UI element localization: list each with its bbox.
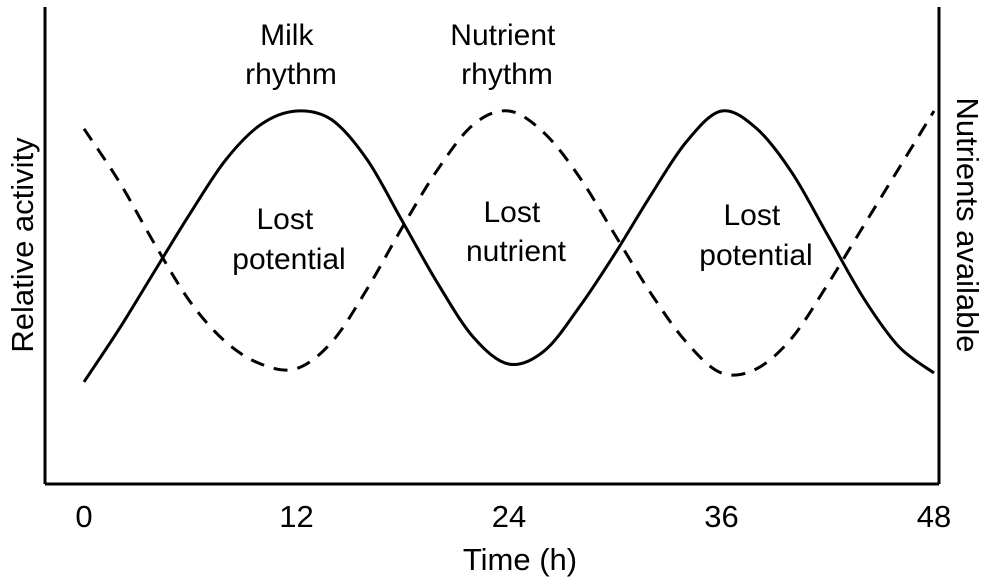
x-tick-labels: 0 12 24 36 48 [75, 499, 951, 534]
lost-nutrient-label: Lost nutrient [466, 196, 567, 268]
x-tick-label: 12 [279, 499, 313, 534]
milk-rhythm-line [82, 109, 935, 383]
nutrient-rhythm-line [82, 109, 936, 377]
lost-potential-label-2: Lost potential [699, 199, 812, 272]
x-axis-title: Time (h) [463, 542, 577, 577]
x-tick-label: 36 [704, 499, 738, 534]
milk-rhythm-label: Milk rhythm [245, 19, 337, 91]
y-axis-title-right: Nutrients available [950, 97, 985, 352]
x-tick-label: 24 [492, 499, 526, 534]
lost-potential-label-1: Lost potential [232, 203, 345, 276]
x-tick-label: 48 [917, 499, 951, 534]
y-axis-title-left: Relative activity [5, 137, 40, 353]
x-tick-label: 0 [75, 499, 92, 534]
nutrient-rhythm-label: Nutrient rhythm [450, 19, 563, 91]
